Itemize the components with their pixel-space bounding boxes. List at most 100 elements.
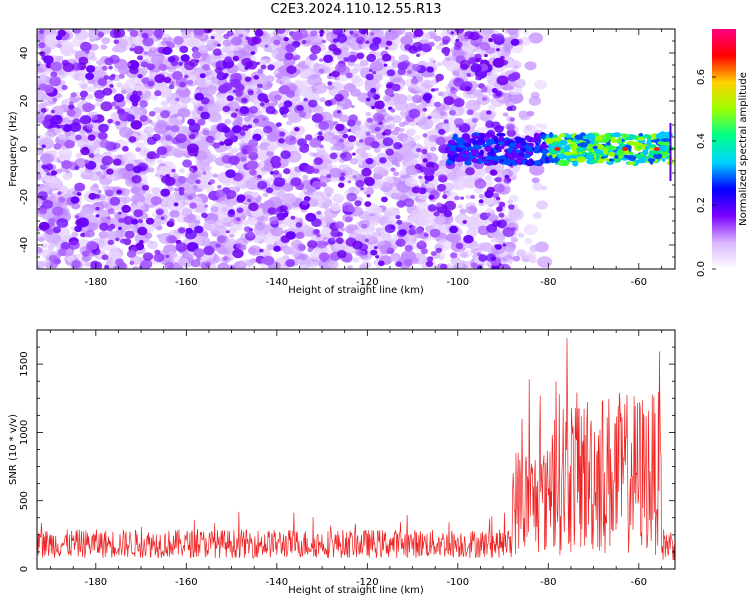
heatmap-noise-cell [523, 224, 538, 236]
heatmap-noise-cell [230, 36, 243, 46]
heatmap-noise-cell [382, 94, 392, 102]
heatmap-noise-cell [39, 51, 46, 57]
heatmap-noise-cell [42, 199, 53, 209]
heatmap-noise-cell [64, 131, 72, 137]
heatmap-noise-cell [372, 37, 382, 45]
heatmap-noise-cell [143, 126, 155, 135]
heatmap-noise-cell [160, 188, 171, 197]
snr-y-axis-label: SNR (10 * v/v) [8, 414, 19, 485]
heatmap-noise-cell [89, 145, 97, 151]
heatmap-noise-cell [416, 53, 421, 57]
heatmap-noise-cell [230, 266, 235, 269]
heatmap-noise-cell [295, 231, 305, 239]
heatmap-noise-cell [444, 191, 459, 203]
heatmap-noise-cell [345, 72, 353, 79]
heatmap-noise-cell [382, 137, 394, 147]
heatmap-noise-cell [252, 118, 260, 124]
heatmap-noise-cell [319, 97, 326, 103]
heatmap-signal-cell [574, 134, 584, 140]
heatmap-noise-cell [308, 99, 318, 108]
heatmap-noise-cell [79, 90, 88, 98]
heatmap-noise-cell [289, 171, 299, 179]
heatmap-noise-cell [502, 112, 509, 117]
heatmap-signal-cell [548, 149, 558, 155]
heatmap-noise-cell [335, 123, 345, 132]
heatmap-noise-cell [283, 100, 293, 108]
heatmap-noise-cell [240, 157, 247, 162]
heatmap-noise-cell [271, 48, 287, 60]
heatmap-noise-cell [457, 204, 464, 209]
heatmap-signal-cell [461, 133, 470, 140]
heatmap-signal-cell [642, 149, 649, 156]
heatmap-signal-cell [625, 137, 631, 141]
heatmap-signal-cell [525, 145, 533, 153]
heatmap-noise-cell [435, 247, 443, 253]
heatmap-noise-cell [430, 251, 437, 256]
heatmap-noise-cell [202, 171, 207, 175]
heatmap-noise-cell [484, 190, 494, 199]
heatmap-noise-cell [493, 183, 505, 193]
heatmap-noise-cell [386, 69, 396, 77]
heatmap-noise-cell [210, 206, 219, 213]
heatmap-noise-cell [299, 86, 313, 98]
heatmap-noise-cell [232, 55, 240, 62]
y-tick-label: 40 [19, 47, 30, 60]
heatmap-noise-cell [414, 135, 421, 141]
heatmap-noise-cell [436, 202, 443, 208]
heatmap-noise-cell [212, 48, 222, 56]
heatmap-noise-cell [443, 96, 455, 106]
heatmap-noise-cell [142, 252, 154, 261]
heatmap-noise-cell [178, 61, 184, 66]
heatmap-noise-cell [474, 178, 487, 189]
heatmap-noise-cell [414, 163, 422, 170]
heatmap-noise-cell [444, 52, 449, 56]
heatmap-noise-cell [83, 261, 91, 267]
heatmap-noise-cell [57, 133, 67, 140]
heatmap-noise-cell [195, 59, 200, 63]
heatmap-noise-cell [435, 136, 446, 146]
heatmap-noise-cell [81, 255, 90, 262]
heatmap-noise-cell [310, 45, 322, 55]
heatmap-signal-cell [534, 144, 541, 152]
heatmap-noise-cell [193, 89, 200, 94]
heatmap-noise-cell [453, 118, 464, 127]
heatmap-noise-cell [41, 164, 47, 170]
heatmap-noise-cell [422, 93, 432, 102]
heatmap-noise-cell [375, 82, 383, 89]
heatmap-noise-cell [283, 36, 290, 42]
heatmap-noise-cell [429, 73, 436, 78]
heatmap-noise-cell [126, 62, 132, 67]
y-tick-label: -40 [19, 237, 30, 253]
heatmap-noise-cell [366, 117, 373, 123]
heatmap-noise-cell [367, 81, 377, 89]
heatmap-noise-cell [408, 215, 417, 222]
heatmap-noise-cell [59, 153, 71, 163]
heatmap-noise-cell [273, 170, 280, 175]
heatmap-noise-cell [156, 159, 163, 164]
heatmap-noise-cell [256, 61, 260, 65]
heatmap-signal-cell [617, 136, 623, 144]
heatmap-noise-cell [372, 71, 377, 75]
x-tick-label: -100 [446, 277, 469, 288]
heatmap-noise-cell [168, 84, 175, 90]
heatmap-noise-cell [165, 135, 172, 141]
heatmap-noise-cell [356, 52, 365, 60]
heatmap-noise-cell [44, 34, 59, 45]
heatmap-noise-cell [397, 68, 406, 76]
heatmap-signal-cell [515, 142, 522, 149]
heatmap-noise-cell [415, 201, 430, 212]
heatmap-noise-cell [508, 208, 524, 221]
heatmap-noise-cell [116, 189, 122, 194]
heatmap-noise-cell [279, 131, 286, 137]
heatmap-noise-cell [287, 112, 299, 121]
heatmap-noise-cell [38, 83, 48, 91]
heatmap-noise-cell [321, 39, 326, 44]
heatmap-noise-cell [402, 136, 416, 147]
heatmap-noise-cell [364, 238, 369, 243]
heatmap-noise-cell [167, 56, 176, 63]
heatmap-noise-cell [386, 116, 394, 121]
heatmap-noise-cell [136, 182, 144, 188]
heatmap-noise-cell [410, 78, 419, 85]
heatmap-noise-cell [486, 110, 492, 115]
heatmap-noise-cell [248, 139, 259, 148]
